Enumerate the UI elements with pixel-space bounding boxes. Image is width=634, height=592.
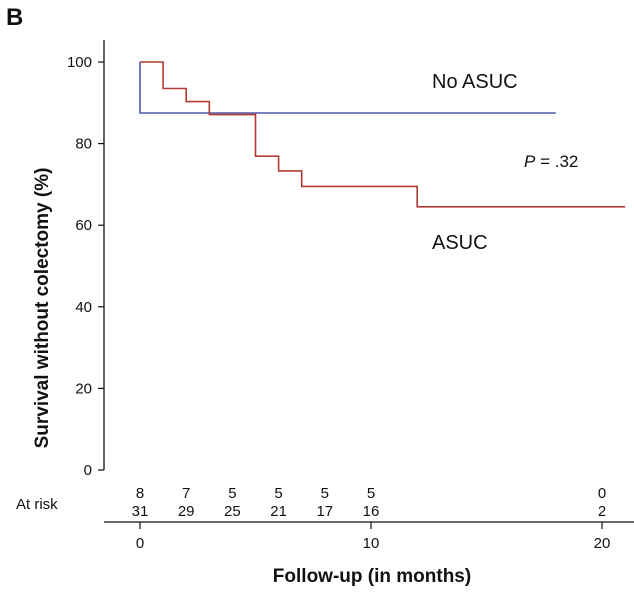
at-risk-asuc-count: 17 bbox=[316, 503, 333, 520]
y-tick-label: 0 bbox=[84, 462, 92, 479]
y-axis: 0 20 40 60 80 100 bbox=[67, 40, 105, 479]
y-axis-title: Survival without colectomy (%) bbox=[32, 168, 53, 449]
x-tick-label: 20 bbox=[594, 535, 611, 552]
at-risk-asuc-count: 29 bbox=[178, 503, 195, 520]
at-risk-no-asuc-count: 5 bbox=[321, 485, 329, 502]
y-tick-label: 60 bbox=[75, 217, 92, 234]
y-tick-label: 80 bbox=[75, 136, 92, 153]
x-tick-label: 0 bbox=[136, 535, 144, 552]
no-asuc-curve bbox=[139, 62, 556, 114]
y-tick-label: 40 bbox=[75, 299, 92, 316]
at-risk-asuc-count: 2 bbox=[598, 503, 606, 520]
panel-label: B bbox=[6, 4, 23, 31]
p-value-symbol: P bbox=[524, 152, 536, 171]
p-value-text: P = .32 bbox=[524, 152, 578, 171]
y-tick-label: 100 bbox=[67, 54, 92, 71]
x-tick-label: 10 bbox=[363, 535, 380, 552]
at-risk-table: 8 7 5 5 5 5 0 31 29 25 21 17 16 2 bbox=[132, 485, 607, 520]
y-tick-label: 20 bbox=[75, 380, 92, 397]
at-risk-no-asuc-count: 5 bbox=[228, 485, 236, 502]
x-axis-title: Follow-up (in months) bbox=[273, 566, 471, 587]
asuc-label: ASUC bbox=[432, 232, 488, 254]
at-risk-asuc-count: 16 bbox=[363, 503, 380, 520]
at-risk-asuc-count: 21 bbox=[270, 503, 287, 520]
at-risk-no-asuc-count: 5 bbox=[367, 485, 375, 502]
survival-curves bbox=[139, 61, 626, 208]
at-risk-no-asuc-count: 5 bbox=[274, 485, 282, 502]
at-risk-label: At risk bbox=[16, 496, 58, 513]
at-risk-asuc-count: 25 bbox=[224, 503, 241, 520]
at-risk-asuc-count: 31 bbox=[132, 503, 149, 520]
p-value-number: = .32 bbox=[535, 152, 578, 171]
at-risk-no-asuc-count: 8 bbox=[136, 485, 144, 502]
x-axis: 0 10 20 bbox=[104, 521, 634, 552]
at-risk-no-asuc-count: 0 bbox=[598, 485, 606, 502]
no-asuc-label: No ASUC bbox=[432, 71, 518, 93]
at-risk-no-asuc-count: 7 bbox=[182, 485, 190, 502]
asuc-curve bbox=[140, 61, 626, 208]
